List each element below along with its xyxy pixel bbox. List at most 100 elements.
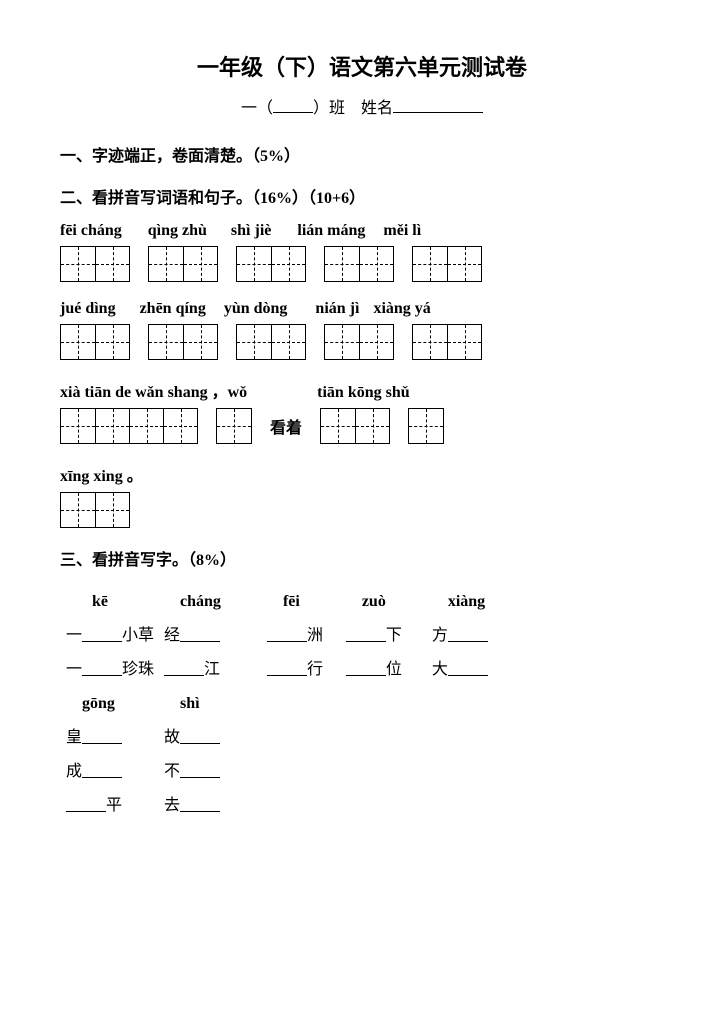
char-box[interactable] (60, 246, 130, 282)
question-3-body: kēchángfēizuòxiàng一小草经洲下方一珍珠江行位大gōngshì皇… (60, 584, 664, 824)
char-box[interactable] (412, 324, 482, 360)
char-box[interactable] (320, 408, 390, 444)
q3-cell: 行 (263, 654, 340, 686)
fill-blank[interactable] (82, 761, 122, 778)
page-title: 一年级（下）语文第六单元测试卷 (60, 50, 664, 82)
q3-cell: 经 (160, 620, 261, 652)
char-box[interactable] (408, 408, 444, 444)
fill-blank[interactable] (180, 727, 220, 744)
char-cell[interactable] (95, 493, 129, 527)
inline-text: 看着 (270, 414, 302, 438)
q3-cell: 成 (62, 756, 158, 788)
char-box[interactable] (236, 324, 306, 360)
q3-cell: 皇 (62, 722, 158, 754)
fill-blank[interactable] (267, 659, 307, 676)
char-cell[interactable] (359, 325, 393, 359)
name-label: 姓名 (361, 100, 393, 117)
q3-cell: 故 (160, 722, 261, 754)
pinyin-row-1: fēi chángqìng zhùshì jièlián mángměi lì (60, 222, 664, 240)
fill-blank[interactable] (346, 659, 386, 676)
char-cell[interactable] (447, 325, 481, 359)
q3-cell: 下 (342, 620, 426, 652)
char-cell[interactable] (325, 325, 359, 359)
fill-blank[interactable] (66, 795, 106, 812)
fill-blank[interactable] (448, 625, 488, 642)
char-cell[interactable] (271, 325, 305, 359)
char-cell[interactable] (183, 325, 217, 359)
char-box[interactable] (324, 324, 394, 360)
char-cell[interactable] (237, 325, 271, 359)
char-box[interactable] (216, 408, 252, 444)
q3-pinyin: zuò (342, 586, 426, 618)
char-cell[interactable] (149, 325, 183, 359)
box-row-1 (60, 246, 664, 282)
fill-blank[interactable] (346, 625, 386, 642)
char-cell[interactable] (95, 247, 129, 281)
q3-cell: 江 (160, 654, 261, 686)
section-3-head: 三、看拼音写字。（8%） (60, 546, 664, 570)
char-box[interactable] (148, 246, 218, 282)
box-row-3: 看着 (60, 408, 664, 444)
class-blank[interactable] (273, 96, 313, 113)
char-cell[interactable] (163, 409, 197, 443)
box-row-4 (60, 492, 664, 528)
char-box[interactable] (236, 246, 306, 282)
char-cell[interactable] (413, 247, 447, 281)
char-cell[interactable] (149, 247, 183, 281)
char-box[interactable] (324, 246, 394, 282)
section-1-head: 一、字迹端正，卷面清楚。（5%） (60, 142, 664, 166)
char-cell[interactable] (359, 247, 393, 281)
q3-pinyin: xiàng (428, 586, 525, 618)
subtitle-prefix: 一（ (241, 100, 273, 117)
char-box[interactable] (148, 324, 218, 360)
q3-cell: 位 (342, 654, 426, 686)
char-cell[interactable] (325, 247, 359, 281)
char-cell[interactable] (321, 409, 355, 443)
q3-cell: 方 (428, 620, 525, 652)
char-box[interactable] (60, 324, 130, 360)
char-cell[interactable] (409, 409, 443, 443)
fill-blank[interactable] (82, 625, 122, 642)
char-cell[interactable] (217, 409, 251, 443)
char-cell[interactable] (95, 325, 129, 359)
fill-blank[interactable] (82, 659, 122, 676)
char-cell[interactable] (61, 409, 95, 443)
char-cell[interactable] (413, 325, 447, 359)
fill-blank[interactable] (180, 795, 220, 812)
section-2-head: 二、看拼音写词语和句子。（16%）（10+6） (60, 184, 664, 208)
fill-blank[interactable] (180, 761, 220, 778)
char-cell[interactable] (129, 409, 163, 443)
char-cell[interactable] (237, 247, 271, 281)
char-cell[interactable] (95, 409, 129, 443)
fill-blank[interactable] (180, 625, 220, 642)
q3-cell: 不 (160, 756, 261, 788)
char-box[interactable] (60, 492, 130, 528)
char-cell[interactable] (61, 247, 95, 281)
subtitle: 一（ ）班 姓名 (60, 94, 664, 118)
fill-blank[interactable] (82, 727, 122, 744)
char-cell[interactable] (61, 325, 95, 359)
q3-cell: 去 (160, 790, 261, 822)
q3-cell: 一小草 (62, 620, 158, 652)
char-box[interactable] (60, 408, 198, 444)
char-cell[interactable] (447, 247, 481, 281)
char-cell[interactable] (183, 247, 217, 281)
box-row-2 (60, 324, 664, 360)
fill-blank[interactable] (448, 659, 488, 676)
q3-pinyin: kē (62, 586, 158, 618)
pinyin-row-3: xià tiān de wǎn shang ，wǒtiān kōng shǔ (60, 378, 664, 402)
fill-blank[interactable] (164, 659, 204, 676)
q3-cell: 洲 (263, 620, 340, 652)
char-cell[interactable] (61, 493, 95, 527)
pinyin-row-4: xīng xing 。 (60, 462, 664, 486)
name-blank[interactable] (393, 96, 483, 113)
char-box[interactable] (412, 246, 482, 282)
pinyin-row-2: jué dìngzhēn qíngyùn dòngnián jìxiàng yá (60, 300, 664, 318)
char-cell[interactable] (355, 409, 389, 443)
subtitle-mid: ）班 (313, 100, 345, 117)
q3-pinyin: fēi (263, 586, 340, 618)
fill-blank[interactable] (267, 625, 307, 642)
char-cell[interactable] (271, 247, 305, 281)
q3-cell: 大 (428, 654, 525, 686)
q3-table: kēchángfēizuòxiàng一小草经洲下方一珍珠江行位大gōngshì皇… (60, 584, 527, 824)
